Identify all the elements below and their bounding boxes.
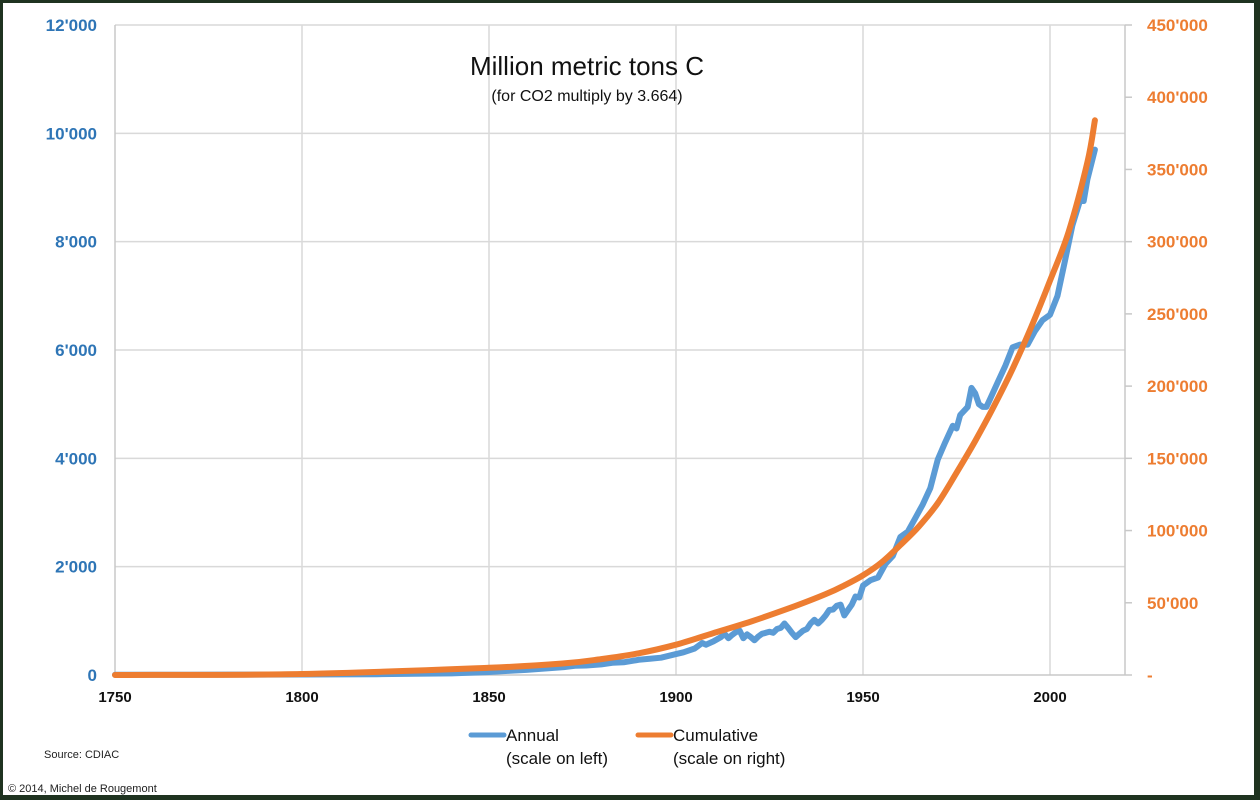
y-right-tick-label: 300'000 (1147, 233, 1208, 252)
x-tick-label: 1850 (472, 689, 505, 706)
y-right-tick-label: 50'000 (1147, 594, 1198, 613)
x-tick-label: 2000 (1033, 689, 1066, 706)
copyright-note: © 2014, Michel de Rougemont (8, 783, 157, 795)
y-right-tick-label: 250'000 (1147, 305, 1208, 324)
series-line-cumulative (112, 117, 1098, 678)
legend-item-cumulative[interactable]: Cumulative (scale on right) (635, 726, 785, 768)
x-tick-label: 1900 (659, 689, 692, 706)
x-tick-label: 1750 (98, 689, 131, 706)
legend-sublabel-cumulative: (scale on right) (673, 749, 785, 768)
y-left-tick-label: 8'000 (55, 233, 97, 252)
y-left-tick-label: 6'000 (55, 341, 97, 360)
source-note: Source: CDIAC (44, 749, 119, 761)
legend-item-annual[interactable]: Annual (scale on left) (468, 726, 608, 768)
y-left-tick-label: 10'000 (46, 124, 97, 143)
x-axis-ticks: 1750 1800 1850 1900 1950 2000 (98, 689, 1066, 706)
y-left-tick-label: 4'000 (55, 449, 97, 468)
y-right-tick-label: 200'000 (1147, 377, 1208, 396)
x-tick-label: 1800 (285, 689, 318, 706)
series-line-annual (112, 146, 1098, 678)
y-right-tick-label: - (1147, 666, 1153, 685)
x-tick-label: 1950 (846, 689, 879, 706)
chart-subtitle: (for CO2 multiply by 3.664) (491, 88, 682, 105)
y-right-tick-label: 450'000 (1147, 16, 1208, 35)
y-right-tick-label: 150'000 (1147, 449, 1208, 468)
y-right-tick-label: 400'000 (1147, 88, 1208, 107)
y-right-tick-label: 100'000 (1147, 522, 1208, 541)
chart-title: Million metric tons C (470, 51, 704, 81)
legend-sublabel-annual: (scale on left) (506, 749, 608, 768)
y-left-tick-label: 12'000 (46, 16, 97, 35)
y-right-tick-label: 350'000 (1147, 160, 1208, 179)
y-left-tick-label: 2'000 (55, 558, 97, 577)
y-axis-right-ticks: - 50'000 100'000 150'000 200'000 250'000 300'0… (1125, 16, 1208, 685)
legend-label-cumulative: Cumulative (673, 726, 758, 745)
grid (115, 24, 1125, 675)
y-left-tick-label: 0 (88, 666, 97, 685)
legend: Annual (scale on left) Cumulative (scale… (468, 726, 785, 768)
y-axis-left-ticks: 0 2'000 4'000 6'000 8'000 10'000 12'000 (46, 16, 97, 685)
legend-label-annual: Annual (506, 726, 559, 745)
series-layer (112, 117, 1098, 678)
